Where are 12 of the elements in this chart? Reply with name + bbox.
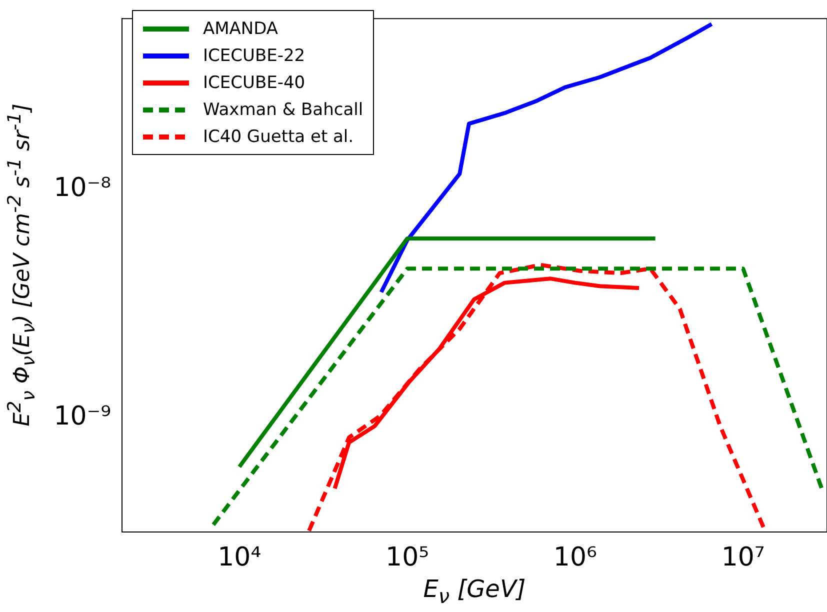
legend-label: ICECUBE-40 (203, 72, 306, 92)
y-tick-label: 10⁻⁸ (54, 173, 111, 204)
legend-label: AMANDA (203, 18, 278, 38)
legend-label: ICECUBE-22 (203, 46, 306, 66)
x-tick-label: 10⁴ (218, 542, 262, 572)
y-tick-label: 10⁻⁹ (54, 402, 111, 432)
x-tick-label: 10⁷ (721, 542, 765, 572)
legend-label: IC40 Guetta et al. (203, 126, 354, 146)
legend-label: Waxman & Bahcall (203, 100, 364, 120)
x-tick-label: 10⁵ (386, 542, 430, 572)
x-axis-title: E$_{ν}$ [GeV] (422, 575, 527, 608)
x-tick-label: 10⁶ (553, 542, 597, 572)
